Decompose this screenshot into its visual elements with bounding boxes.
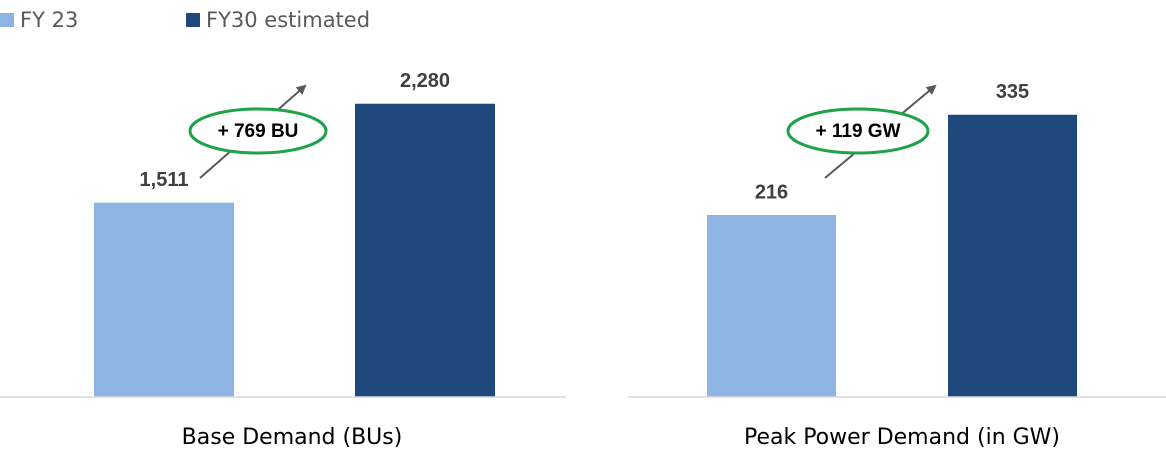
value-label: 216: [755, 181, 788, 203]
annotation-ellipse: [188, 107, 328, 155]
x-tick-label: Base Demand (BUs): [182, 425, 403, 450]
bar: [355, 103, 495, 398]
legend-label: FY30 estimated: [206, 8, 370, 32]
legend-label: FY 23: [20, 8, 78, 32]
bar: [707, 215, 836, 397]
bar: [94, 202, 234, 397]
legend-swatch: [0, 13, 14, 27]
value-label: 1,511: [140, 169, 189, 191]
legend-swatch: [186, 13, 200, 27]
value-label: 335: [996, 81, 1029, 103]
annotation: + 119 GW: [815, 121, 900, 142]
annotation-ellipse: [786, 107, 930, 155]
x-tick-label: Peak Power Demand (in GW): [744, 425, 1060, 450]
value-label: 2,280: [400, 70, 450, 92]
bar: [948, 114, 1077, 397]
annotation: + 769 BU: [218, 121, 299, 142]
